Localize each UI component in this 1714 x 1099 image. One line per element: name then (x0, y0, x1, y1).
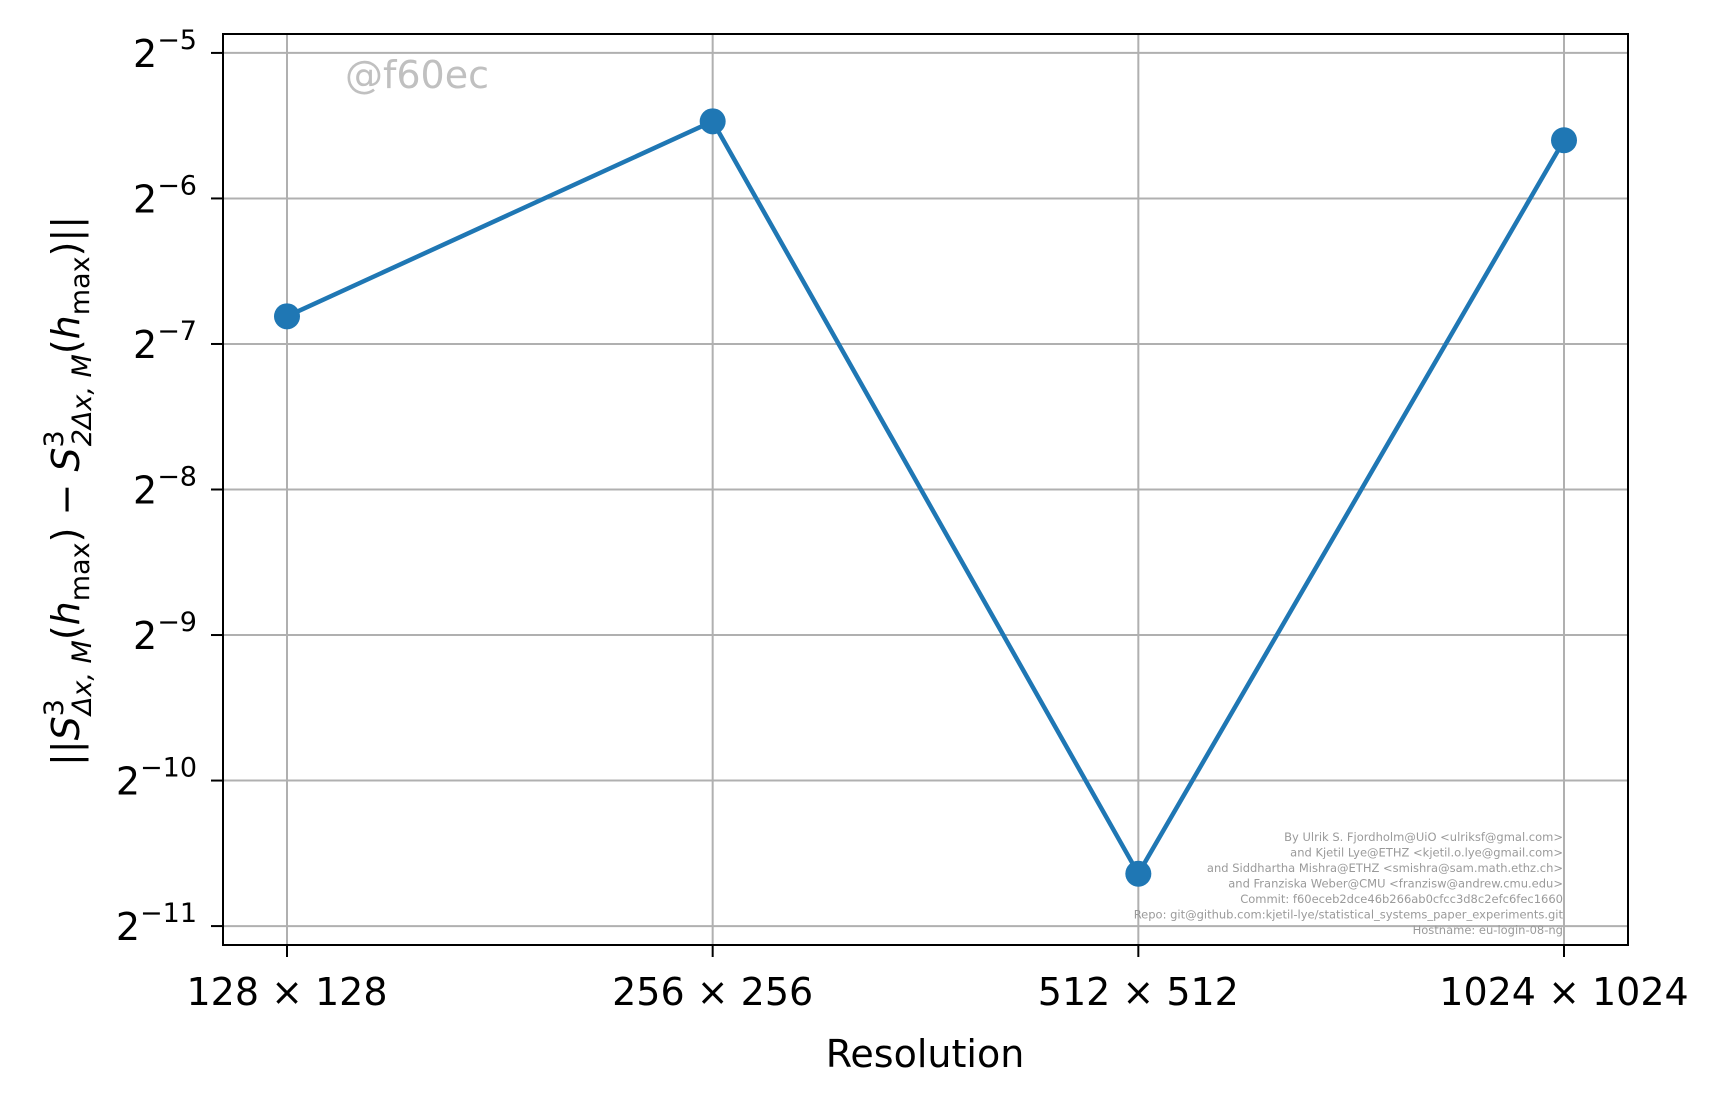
data-point (1125, 860, 1152, 887)
credit-line: and Franziska Weber@CMU <franzisw@andrew… (1228, 877, 1563, 891)
data-point (699, 108, 726, 135)
tick-labels: 128 × 128 256 × 256 512 × 512 1024 × 1024 2−… (116, 25, 1689, 1014)
credit-line: Repo: git@github.com:kjetil-lye/statisti… (1134, 908, 1564, 922)
credits: By Ulrik S. Fjordholm@UiO <ulriksf@gmal.… (1134, 830, 1564, 937)
credit-line: and Kjetil Lye@ETHZ <kjetil.o.lye@gmail.… (1290, 846, 1563, 860)
grid (223, 34, 1628, 945)
y-tick-label: 2−5 (133, 25, 197, 76)
series-layer (274, 108, 1577, 887)
credit-line: Commit: f60eceb2dce46b266ab0cfcc3d8c2efc… (1240, 892, 1563, 906)
x-tick-label: 256 × 256 (612, 970, 813, 1014)
y-tick-label: 2−7 (133, 316, 197, 367)
y-tick-label: 2−8 (133, 462, 197, 513)
y-tick-label: 2−6 (133, 170, 197, 221)
credit-line: By Ulrik S. Fjordholm@UiO <ulriksf@gmal.… (1284, 830, 1563, 844)
data-point (1551, 127, 1577, 154)
ticks (211, 51, 1565, 957)
y-tick-label: 2−11 (116, 898, 197, 949)
credit-line: and Siddhartha Mishra@ETHZ <smishra@sam.… (1207, 861, 1563, 875)
watermark: @f60ec (345, 53, 489, 97)
y-tick-label: 2−10 (116, 753, 197, 804)
credit-line: Hostname: eu-login-08-ng (1413, 923, 1563, 937)
x-tick-label: 512 × 512 (1038, 970, 1239, 1014)
x-tick-label: 1024 × 1024 (1439, 970, 1688, 1014)
series-line (286, 119, 1566, 876)
x-axis-title: Resolution (826, 1032, 1025, 1076)
x-tick-label: 128 × 128 (186, 970, 387, 1014)
data-point (274, 303, 300, 330)
y-tick-label: 2−9 (133, 607, 197, 658)
y-axis-title: ||S3Δx, M(hmax) − S32Δx, M(hmax)|| (39, 216, 98, 766)
